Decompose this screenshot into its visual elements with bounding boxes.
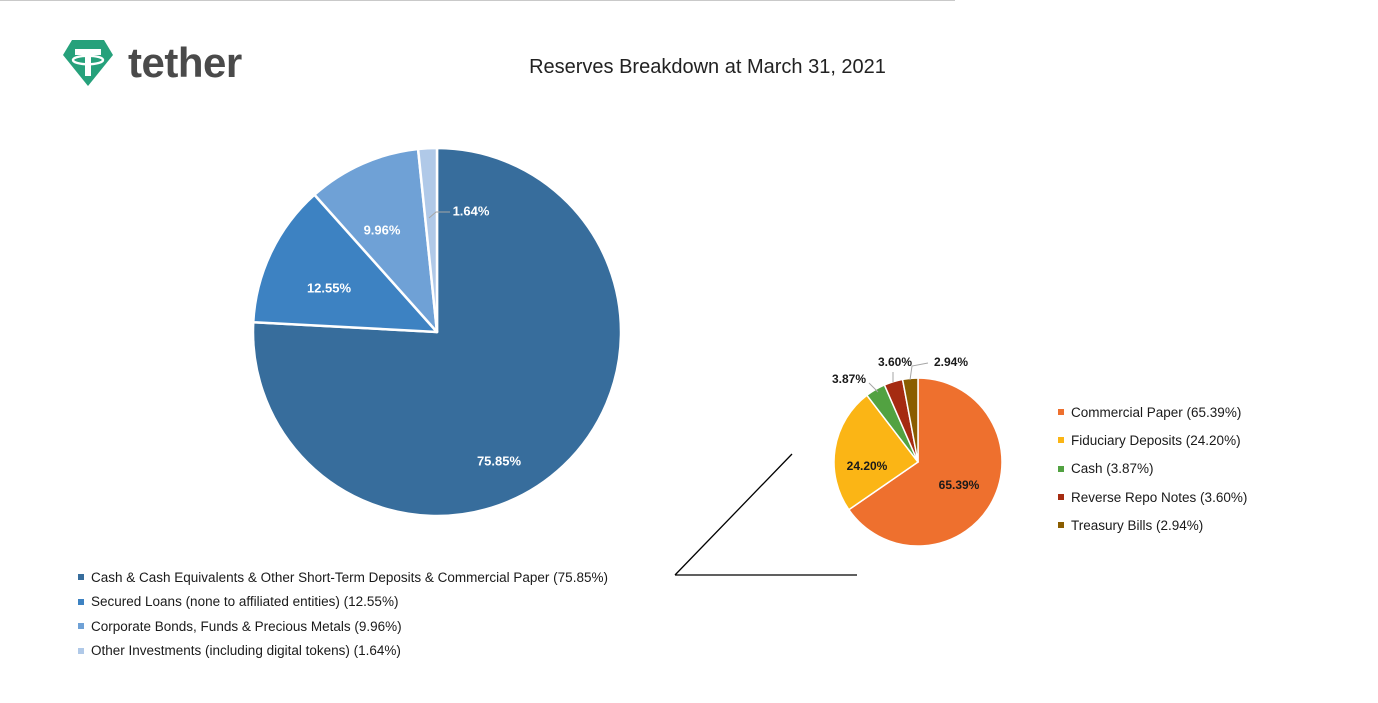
breakout-legend-item: Treasury Bills (2.94%) [1058,511,1247,539]
breakout-legend: Commercial Paper (65.39%) Fiduciary Depos… [1058,398,1247,539]
sub-pie-slice-1 [833,394,919,511]
breakout-legend-item: Commercial Paper (65.39%) [1058,398,1247,426]
breakout-legend-item: Cash (3.87%) [1058,455,1247,483]
main-pie-leader-line-3 [428,211,450,219]
main-legend-swatch [78,647,84,654]
sub-pie-data-label-4: 2.94% [934,355,968,369]
main-pie-data-label-0: 75.85% [477,453,522,468]
main-pie-slice-1 [252,193,439,334]
sub-pie-data-label-0: 65.39% [939,478,980,492]
breakout-legend-swatch [1058,522,1064,529]
breakout-legend-swatch [1058,437,1064,444]
main-legend-item: Secured Loans (none to affiliated entiti… [78,590,608,615]
main-pie-slice-3 [416,146,439,334]
breakout-connector-lines [674,453,857,576]
sub-pie-leader-line-4 [909,362,929,381]
sub-pie-data-label-3: 3.60% [878,355,912,369]
main-legend-label: Cash & Cash Equivalents & Other Short-Te… [91,569,608,585]
main-pie-slice-0 [251,146,623,518]
breakout-legend-swatch [1058,494,1064,501]
breakout-legend-item: Reverse Repo Notes (3.60%) [1058,483,1247,511]
main-legend-label: Other Investments (including digital tok… [91,643,401,659]
main-pie: 75.85% 12.55% 9.96% 1.64% [251,146,623,518]
tether-logo: tether [62,38,242,88]
tether-logo-icon [63,40,113,86]
main-legend-swatch [78,598,84,605]
sub-pie-slice-0 [848,377,1003,547]
main-pie-data-label-3: 1.64% [453,203,490,218]
chart-title: Reserves Breakdown at March 31, 2021 [529,56,886,78]
breakout-legend-label: Commercial Paper (65.39%) [1071,404,1242,420]
main-legend-item: Other Investments (including digital tok… [78,639,608,664]
breakout-legend-label: Cash (3.87%) [1071,461,1154,477]
sub-pie-data-label-2: 3.87% [832,372,866,386]
breakout-legend-label: Fiduciary Deposits (24.20%) [1071,432,1241,448]
main-pie-slice-2 [313,147,439,334]
main-legend-swatch [78,574,84,581]
top-rule [0,0,955,1]
sub-pie-data-label-1: 24.20% [847,459,888,473]
main-pie-data-label-2: 9.96% [364,222,401,237]
breakout-legend-swatch [1058,409,1064,416]
main-legend-label: Secured Loans (none to affiliated entiti… [91,594,399,610]
breakout-line-upper [674,453,793,576]
logo-text: tether [128,39,242,86]
main-legend-label: Corporate Bonds, Funds & Precious Metals… [91,618,402,634]
main-legend-item: Cash & Cash Equivalents & Other Short-Te… [78,565,608,590]
breakout-legend-label: Reverse Repo Notes (3.60%) [1071,489,1248,505]
breakout-pie: 65.39% 24.20% 3.87% 3.60% 2.94% [832,355,1003,547]
breakout-legend-swatch [1058,465,1064,472]
breakout-legend-item: Fiduciary Deposits (24.20%) [1058,426,1247,454]
sub-pie-leader-line-2 [868,382,879,393]
main-legend-swatch [78,623,84,630]
main-legend: Cash & Cash Equivalents & Other Short-Te… [78,565,608,663]
main-legend-item: Corporate Bonds, Funds & Precious Metals… [78,614,608,639]
main-pie-data-label-1: 12.55% [307,280,352,295]
breakout-legend-label: Treasury Bills (2.94%) [1071,517,1204,533]
